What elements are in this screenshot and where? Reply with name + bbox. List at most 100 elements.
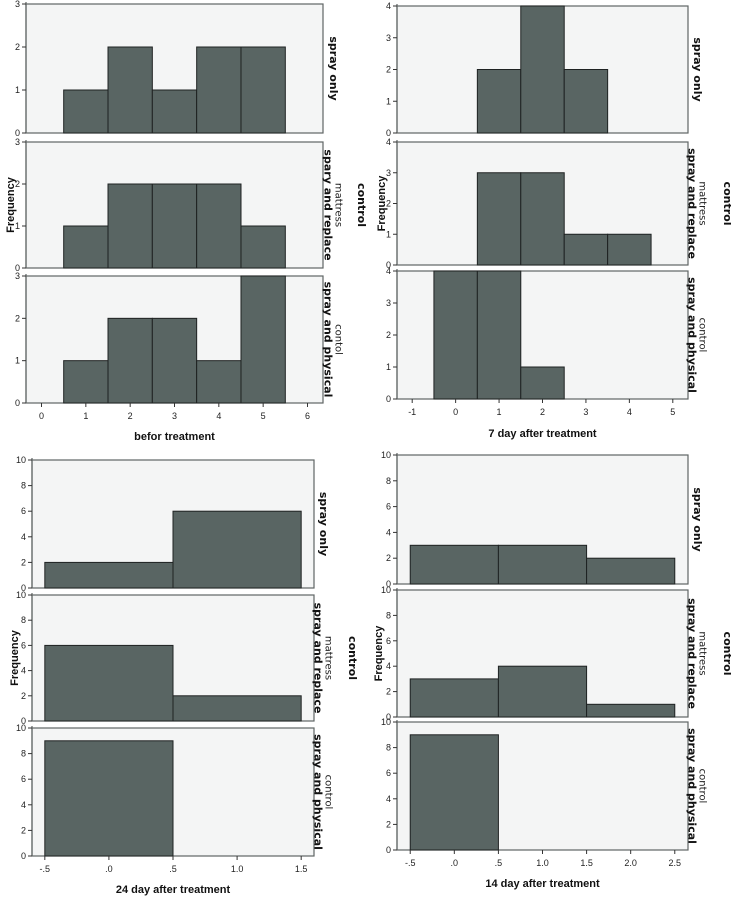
x-tick-label: 1.0: [536, 858, 549, 868]
histogram-bar: [476, 270, 522, 400]
x-tick-label: -.5: [40, 864, 51, 874]
facet-panel: 0 2 4 6 8 10 spray only: [16, 455, 330, 593]
y-tick-label: 8: [386, 743, 391, 753]
row-label: spray only: [691, 37, 704, 101]
histogram-bar: [107, 317, 153, 404]
histogram-bar: [44, 740, 174, 857]
histogram-14-day-after-treatment: 0 2 4 6 8 10 spray only 0 2 4 6 8 10 spray and replac…: [373, 450, 731, 890]
histogram-bar: [240, 46, 286, 134]
histogram-bar: [476, 69, 522, 134]
y-tick-label: 1: [15, 85, 20, 95]
y-tick-label: 6: [21, 774, 26, 784]
y-tick-label: 4: [21, 666, 26, 676]
x-tick-label: 2.0: [624, 858, 637, 868]
y-tick-label: 0: [386, 579, 391, 589]
y-tick-label: 6: [386, 636, 391, 646]
y-tick-label: 4: [386, 1, 391, 11]
row-label-line: contol: [333, 324, 344, 355]
histogram-24-day-after-treatment: 0 2 4 6 8 10 spray only 0 2 4 6 8 10 spray and replac…: [9, 455, 359, 896]
y-tick-label: 0: [386, 712, 391, 722]
histogram-bar: [476, 172, 522, 266]
y-tick-label: 8: [21, 615, 26, 625]
x-tick-label: -.5: [405, 858, 416, 868]
row-label-line: spray and physical: [322, 282, 335, 398]
histogram-7-day-after-treatment: 0 1 2 3 4 spray only 0 1 2 3 4 spray and replacemat…: [376, 1, 731, 440]
y-tick-label: 8: [21, 481, 26, 491]
x-tick-label: 5: [261, 411, 266, 421]
row-label: spray only: [691, 487, 704, 551]
histogram-bar: [586, 703, 676, 718]
x-axis-title: 7 day after treatment: [488, 428, 597, 440]
row-label-line: spray and physical: [312, 734, 325, 850]
histogram-bar: [497, 544, 588, 585]
y-axis-title: Frequency: [5, 176, 17, 233]
x-tick-label: 1: [497, 407, 502, 417]
y-tick-label: 10: [381, 450, 391, 460]
row-label-line: spray and physical: [686, 728, 699, 844]
x-tick-label: 2: [128, 411, 133, 421]
y-tick-label: 10: [381, 717, 391, 727]
y-tick-label: 0: [15, 398, 20, 408]
y-tick-label: 2: [386, 65, 391, 75]
y-tick-label: 8: [386, 610, 391, 620]
y-tick-label: 0: [386, 845, 391, 855]
y-tick-label: 8: [386, 476, 391, 486]
x-tick-label: .5: [169, 864, 177, 874]
x-axis-title: 24 day after treatment: [116, 884, 231, 896]
y-tick-label: 2: [386, 819, 391, 829]
histogram-bar: [409, 544, 499, 585]
y-tick-label: 8: [21, 749, 26, 759]
histogram-bar: [240, 225, 286, 269]
y-tick-label: 4: [386, 266, 391, 276]
x-tick-label: 5: [670, 407, 675, 417]
y-tick-label: 10: [16, 455, 26, 465]
x-tick-label: 2.5: [669, 858, 682, 868]
group-label: control: [346, 636, 359, 680]
histogram-bar: [107, 183, 153, 269]
histogram-bar: [586, 557, 676, 585]
group-label: control: [721, 182, 731, 226]
row-label-line: mattress: [697, 631, 708, 675]
facet-panel: 0 1 2 3 4 spray only: [386, 1, 704, 138]
y-tick-label: 10: [16, 723, 26, 733]
row-label-line: mattress: [333, 183, 344, 227]
y-axis-title: Frequency: [373, 625, 385, 682]
row-label-line: spray and physical: [686, 277, 699, 393]
histogram-bar: [520, 366, 565, 400]
x-tick-label: 1.5: [295, 864, 308, 874]
y-tick-label: 10: [381, 585, 391, 595]
y-tick-label: 3: [15, 137, 20, 147]
x-tick-label: 2: [540, 407, 545, 417]
y-tick-label: 4: [386, 794, 391, 804]
y-tick-label: 4: [386, 661, 391, 671]
x-axis-title: 14 day after treatment: [485, 878, 600, 890]
y-tick-label: 3: [386, 298, 391, 308]
x-axis-title: befor treatment: [134, 431, 215, 443]
x-tick-label: 1.0: [231, 864, 244, 874]
y-tick-label: 0: [386, 260, 391, 270]
y-tick-label: 1: [15, 356, 20, 366]
y-tick-label: 1: [386, 362, 391, 372]
histogram-bar: [196, 46, 242, 134]
y-tick-label: 6: [21, 506, 26, 516]
y-tick-label: 4: [21, 532, 26, 542]
y-tick-label: 2: [15, 313, 20, 323]
histogram-before-treatment: 0 1 2 3 spray only 0 1 2 3 spary and replacemattr…: [5, 0, 368, 443]
y-tick-label: 0: [386, 128, 391, 138]
y-tick-label: 2: [15, 42, 20, 52]
row-label-line: control: [323, 775, 334, 810]
y-tick-label: 2: [21, 825, 26, 835]
y-tick-label: 2: [21, 691, 26, 701]
group-label: control: [721, 632, 731, 676]
histogram-bar: [409, 678, 499, 718]
row-label-line: spray and replace: [686, 148, 699, 259]
